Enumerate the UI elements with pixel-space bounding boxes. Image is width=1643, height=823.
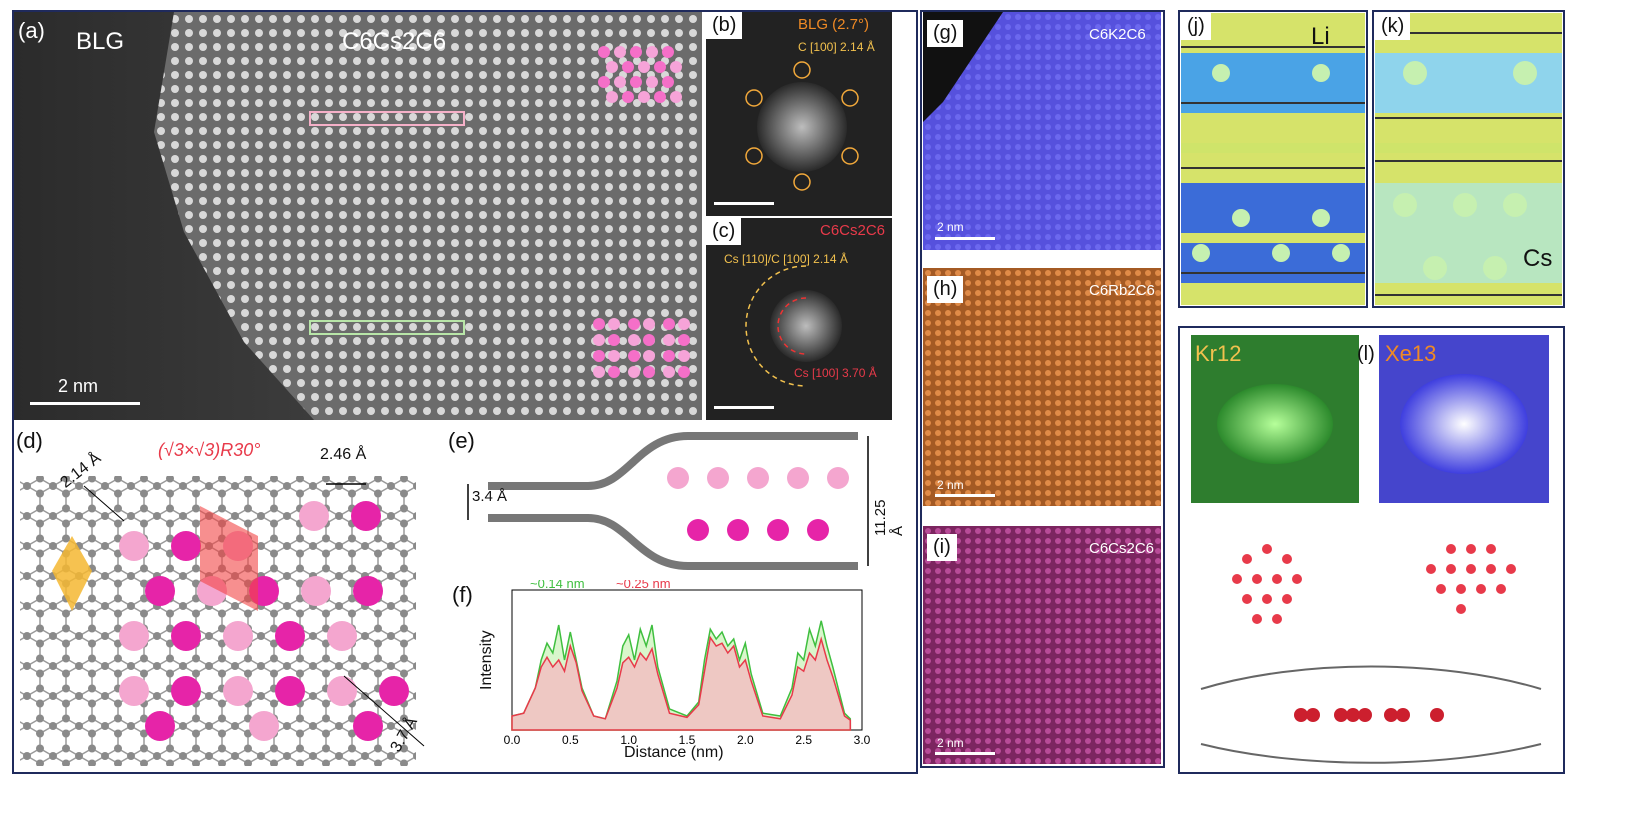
panel-e-gap-small: 3.4 Å (472, 488, 508, 505)
panel-h-label: (h) (927, 276, 964, 303)
panel-j-element: Li (1311, 23, 1330, 50)
panel-f-ylabel: Intensity (478, 630, 495, 690)
panel-h-image: (h) C6Rb2C6 2 nm (923, 268, 1161, 506)
panel-e-model: (e) 3.4 Å 11.25 Å (448, 426, 908, 576)
xtick-label: 2.5 (795, 733, 812, 747)
panel-a-blg-title: BLG (76, 28, 125, 55)
panel-l-content: Kr12 (l) Xe13 (1181, 329, 1562, 771)
panel-j-label: (j) (1181, 13, 1211, 40)
panel-k-label: (k) (1375, 13, 1411, 40)
kr-cluster-model (1232, 544, 1302, 624)
xtick-label: 0.0 (504, 733, 521, 747)
top-right-figure-frame-k (1372, 10, 1565, 308)
panel-a-image: (a) BLG C6Cs2C6 2 nm (14, 12, 702, 420)
panel-g-texture (923, 12, 1161, 250)
panel-b-annotation: C [100] 2.14 Å (798, 40, 875, 54)
panel-a-scale-label: 2 nm (58, 376, 99, 396)
panel-i-title: C6Cs2C6 (1089, 540, 1155, 557)
panel-e-gap-large: 11.25 Å (872, 499, 906, 536)
e-cs-bottom (687, 519, 829, 541)
e-cs-top (667, 467, 849, 489)
xtick-label: 0.5 (562, 733, 579, 747)
green-box (309, 320, 465, 335)
panel-f-label: (f) (452, 582, 473, 607)
panel-h-texture (923, 268, 1161, 506)
xtick-label: 1.0 (620, 733, 637, 747)
panel-d-d2: 2.46 Å (320, 446, 367, 463)
cs-model-top (598, 46, 682, 103)
panel-g-image: (g) C6K2C6 2 nm (923, 12, 1161, 250)
panel-b-title: BLG (2.7°) (798, 16, 870, 33)
intercalated-cluster-side (1294, 708, 1444, 722)
panel-j-image: (j) Li (1181, 13, 1365, 305)
panel-h-scale: 2 nm (937, 478, 964, 492)
cs-unit-cell (200, 506, 258, 611)
panel-j-density (1181, 13, 1365, 305)
panel-c-annotation-bottom: Cs [100] 3.70 Å (794, 366, 877, 380)
panel-c-title: C6Cs2C6 (820, 222, 886, 239)
panel-a-scalebar (30, 402, 140, 405)
pink-box (309, 111, 465, 126)
panel-b-fft (706, 12, 892, 216)
panel-g-label: (g) (927, 20, 964, 47)
panel-i-texture (923, 526, 1161, 764)
panel-i-scale: 2 nm (937, 736, 964, 750)
xtick-label: 2.0 (737, 733, 754, 747)
panel-e-label: (e) (448, 428, 475, 453)
panel-l-cluster2: Xe13 (1385, 341, 1437, 366)
panel-c-label: (c) (706, 218, 742, 245)
panel-c-fft (706, 218, 892, 420)
xtick-label: 1.5 (679, 733, 696, 747)
panel-f-chart: 0.0 0.5 1.0 1.5 2.0 2.5 3.0 (f) ~0.14 nm ~0.25… (448, 580, 908, 770)
fft-spots (745, 61, 859, 191)
graphene-unit-cell (52, 536, 92, 611)
xe-cluster-model (1426, 544, 1516, 614)
top-right-figure-frame (1178, 10, 1368, 308)
cs-atoms (119, 501, 409, 741)
panel-d-label: (d) (16, 428, 43, 453)
panel-f-green-annotation: ~0.14 nm (530, 580, 585, 591)
panel-g-title: C6K2C6 (1089, 26, 1146, 43)
panel-h-title: C6Rb2C6 (1089, 282, 1155, 299)
panel-d-lattice (20, 476, 425, 766)
panel-a-label: (a) (18, 18, 45, 43)
panel-b-image: (b) BLG (2.7°) C [100] 2.14 Å (706, 12, 892, 216)
panel-f-svg: 0.0 0.5 1.0 1.5 2.0 2.5 3.0 (504, 589, 871, 747)
panel-d-title: (√3×√3)R30° (158, 440, 261, 460)
panel-k-element: Cs (1523, 245, 1553, 272)
panel-c-image: (c) C6Cs2C6 Cs [110]/C [100] 2.14 Å Cs [… (706, 218, 892, 420)
panel-l-cluster1: Kr12 (1195, 341, 1242, 366)
blg-region (14, 12, 314, 420)
panel-f-red-annotation: ~0.25 nm (616, 580, 671, 591)
panel-a-compound-title: C6Cs2C6 (342, 28, 447, 55)
panel-i-image: (i) C6Cs2C6 2 nm (923, 526, 1161, 764)
panel-c-annotation-top: Cs [110]/C [100] 2.14 Å (724, 252, 848, 266)
panel-f-xlabel: Distance (nm) (624, 744, 724, 761)
series-red (511, 635, 852, 731)
panel-g-scale: 2 nm (937, 220, 964, 234)
left-figure-frame (12, 10, 918, 774)
panel-d-model: (d) (√3×√3)R30° 2.14 Å 2.46 Å 3.7 Å (14, 426, 444, 770)
panel-k-image: (k) Cs (1375, 13, 1562, 305)
panel-b-label: (b) (706, 12, 743, 39)
panel-l-svg (1191, 335, 1549, 764)
panel-i-label: (i) (927, 534, 957, 561)
cs-model-bottom (593, 318, 690, 378)
bottom-right-figure-frame (1178, 326, 1565, 774)
panel-e-sideview (467, 432, 869, 570)
panel-l-label: (l) (1357, 343, 1375, 365)
middle-figure-frame (920, 10, 1165, 768)
xtick-label: 3.0 (854, 733, 871, 747)
panel-a-texture (14, 12, 702, 420)
